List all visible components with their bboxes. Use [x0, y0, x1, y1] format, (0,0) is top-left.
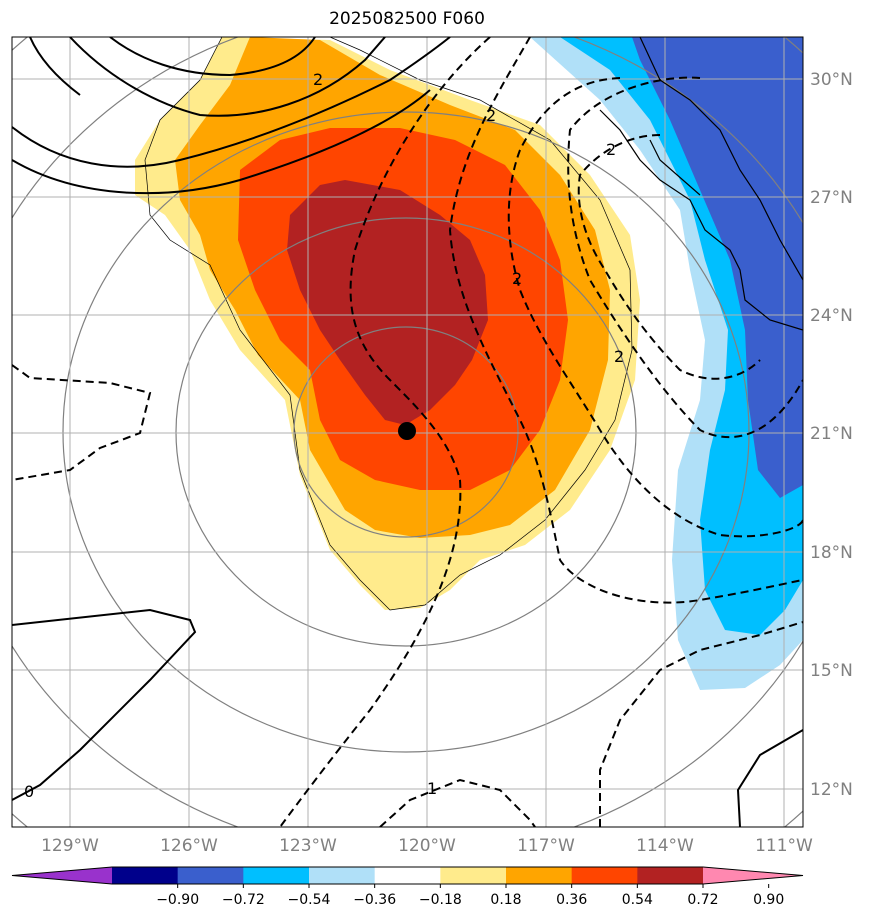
coastline	[599, 37, 803, 331]
dashed-contours	[12, 37, 803, 827]
colorbar-segment	[112, 867, 179, 884]
contour-label-dash-south: 1	[427, 779, 437, 798]
contour-label-dash-east: 2	[614, 347, 624, 366]
colorbar-tick-label: 0.90	[753, 892, 784, 908]
colorbar-tick-label: −0.36	[353, 892, 396, 908]
lat-tick-label: 18°N	[810, 543, 853, 563]
colorbar-tick-label: −0.54	[288, 892, 331, 908]
contour-label-bottom-left: 0	[24, 782, 34, 801]
lat-tick-label: 15°N	[810, 661, 853, 681]
lon-tick-label: 129°W	[41, 836, 99, 856]
colorbar-segment	[440, 867, 507, 884]
colorbar-extend-low	[12, 867, 112, 884]
contour-label-dash-north-east: 2	[606, 140, 616, 159]
colorbar-segment	[506, 867, 573, 884]
colorbar-extend-high	[703, 867, 803, 884]
colorbar-segment	[243, 867, 310, 884]
graticule	[12, 37, 803, 827]
colorbar-outline	[11, 866, 804, 885]
shading-outline	[144, 37, 633, 611]
shading-dark-red	[287, 180, 488, 425]
colorbar-segment	[309, 867, 376, 884]
colorbar-tick-label: −0.72	[222, 892, 265, 908]
lon-tick-label: 123°W	[279, 836, 337, 856]
lat-tick-label: 24°N	[810, 306, 853, 326]
colorbar: −0.90 −0.72 −0.54 −0.36 −0.18 0.18 0.36 0.54 0.7…	[11, 866, 804, 908]
map-title: 2025082500 F060	[329, 9, 485, 29]
contour-label-top: 2	[313, 70, 323, 89]
lon-tick-label: 117°W	[517, 836, 575, 856]
lon-tick-labels: 129°W 126°W 123°W 120°W 117°W 114°W 111°…	[41, 836, 813, 856]
contour-label-dash-center: 2	[512, 269, 522, 288]
lon-tick-label: 120°W	[398, 836, 456, 856]
lat-tick-label: 21°N	[810, 424, 853, 444]
colorbar-tick-label: 0.54	[622, 892, 653, 908]
lat-tick-label: 27°N	[810, 188, 853, 208]
shading-royal-blue	[632, 37, 803, 498]
colorbar-tick-label: 0.18	[490, 892, 521, 908]
storm-center-dot	[398, 422, 416, 440]
colorbar-segment	[374, 867, 441, 884]
colorbar-tick-label: −0.18	[419, 892, 462, 908]
lon-tick-label: 114°W	[636, 836, 694, 856]
lat-tick-label: 30°N	[810, 70, 853, 90]
plot-frame	[11, 36, 804, 828]
lat-tick-labels: 30°N 27°N 24°N 21°N 18°N 15°N 12°N	[810, 70, 853, 800]
colorbar-tick-label: −0.90	[156, 892, 199, 908]
lat-tick-label: 12°N	[810, 780, 853, 800]
colorbar-tick-label: 0.36	[556, 892, 587, 908]
colorbar-segment	[177, 867, 244, 884]
lon-tick-label: 126°W	[160, 836, 218, 856]
colorbar-segment	[637, 867, 704, 884]
solid-contours	[12, 37, 803, 827]
colorbar-tick-label: 0.72	[687, 892, 718, 908]
lon-tick-label: 111°W	[755, 836, 813, 856]
contour-label-dash-top: 2	[486, 106, 496, 125]
colorbar-segment	[571, 867, 638, 884]
